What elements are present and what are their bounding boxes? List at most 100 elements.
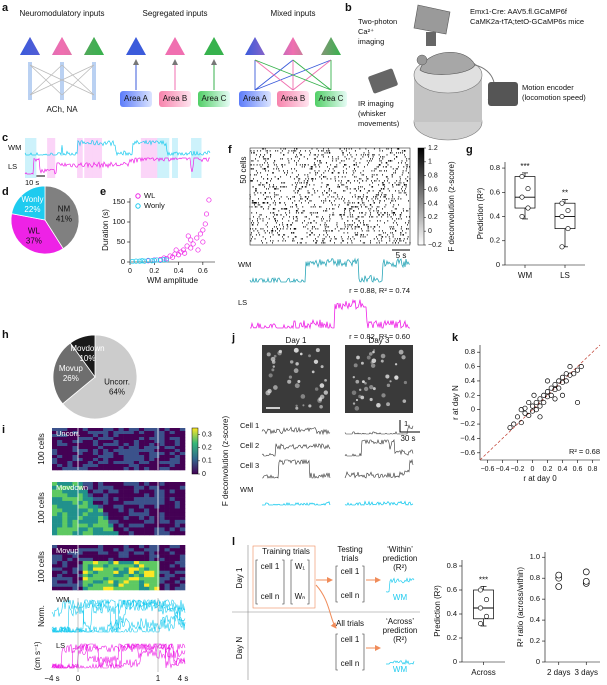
panel-letter: h <box>2 329 9 341</box>
heat-cell <box>128 440 135 444</box>
heat-cell <box>72 527 78 532</box>
heat-cell <box>108 452 114 456</box>
heat-cell <box>164 519 170 524</box>
heat-cell <box>123 504 130 509</box>
heat-cell <box>57 431 63 435</box>
x-tick-label: 2 days <box>547 668 571 677</box>
heat-cell <box>174 428 181 432</box>
heat-cell <box>92 431 99 435</box>
heat-cell <box>138 500 145 506</box>
cell-soma <box>367 377 371 380</box>
cell-soma <box>287 379 292 384</box>
heat-cell <box>52 531 58 536</box>
heat-cell <box>72 586 78 591</box>
cell-soma <box>389 380 392 383</box>
heat-cell <box>77 455 83 459</box>
heat-cell <box>144 570 150 575</box>
area-box <box>277 91 309 107</box>
cell-soma <box>265 390 271 396</box>
colorbar <box>417 147 425 246</box>
cell-soma <box>308 404 312 408</box>
ir-label: IR imaging <box>358 99 394 108</box>
heat-cell <box>103 440 109 444</box>
pie-slice <box>11 185 46 221</box>
heat-cell <box>179 504 186 509</box>
heat-cell <box>103 431 109 435</box>
cell-soma <box>386 402 391 407</box>
heat-cell <box>77 548 83 552</box>
heat-cell <box>113 497 119 502</box>
heat-cell <box>113 573 119 578</box>
heat-cell <box>118 482 124 487</box>
cell-soma <box>354 406 360 411</box>
heat-cell <box>169 500 176 506</box>
slice-value: 64% <box>109 387 125 396</box>
heat-cell <box>159 434 165 438</box>
heat-cell <box>82 561 89 565</box>
heat-cell <box>138 504 145 509</box>
heat-cell <box>113 561 119 565</box>
heat-cell <box>159 554 165 559</box>
heat-cell <box>92 570 99 575</box>
heat-cell <box>62 548 68 552</box>
heat-cell <box>57 545 63 549</box>
heat-cell <box>144 519 150 524</box>
heat-cell <box>128 493 135 498</box>
heat-cell <box>144 580 150 584</box>
heat-cell <box>113 531 119 536</box>
heat-cell <box>159 493 165 498</box>
x-axis-label: WM amplitude <box>147 276 199 285</box>
heat-cell <box>179 508 186 513</box>
all-label: All trials <box>336 619 364 628</box>
heat-cell <box>103 570 109 575</box>
heat-cell <box>77 545 83 549</box>
heat-cell <box>164 523 170 528</box>
heat-cell <box>98 573 104 578</box>
heat-cell <box>154 504 160 509</box>
heat-cell <box>108 583 114 588</box>
heat-cell <box>103 493 109 498</box>
heat-cell <box>133 570 140 575</box>
objective <box>426 32 436 46</box>
cell-soma <box>273 385 278 390</box>
heat-cell <box>164 489 170 494</box>
heat-cell <box>144 443 150 447</box>
slice-label: Movup <box>59 364 84 373</box>
point <box>139 258 145 264</box>
heat-cell <box>149 567 155 572</box>
heat-cell <box>52 504 58 509</box>
heat-cell <box>113 512 119 517</box>
heat-cell <box>92 464 99 468</box>
heat-cell <box>77 551 83 555</box>
heat-cell <box>72 567 78 572</box>
heat-cell <box>87 493 94 498</box>
cell-soma <box>352 376 355 379</box>
heat-cell <box>67 458 73 462</box>
heat-cell <box>154 512 160 517</box>
heat-cell <box>82 580 89 584</box>
heat-cell <box>144 567 150 572</box>
point <box>173 247 179 253</box>
heat-cell <box>154 545 160 549</box>
heat-cell <box>92 580 99 584</box>
heat-cell <box>57 500 63 506</box>
heat-cell <box>133 497 140 502</box>
heat-cell <box>98 580 104 584</box>
heat-cell <box>67 557 73 562</box>
heat-cell <box>98 561 104 565</box>
heat-cell <box>72 428 78 432</box>
heat-cell <box>57 580 63 584</box>
heat-cell <box>113 554 119 559</box>
heat-cell <box>149 485 155 490</box>
heat-cell <box>159 461 165 465</box>
unit-label: (cm s⁻¹) <box>33 641 42 670</box>
heat-cell <box>103 446 109 450</box>
heat-cell <box>133 548 140 552</box>
heat-cell <box>123 449 130 453</box>
heat-cell <box>108 570 114 575</box>
heat-cell <box>103 500 109 506</box>
heat-cell <box>138 586 145 591</box>
heat-cell <box>179 545 186 549</box>
heat-cell <box>128 573 135 578</box>
heat-cell <box>62 493 68 498</box>
